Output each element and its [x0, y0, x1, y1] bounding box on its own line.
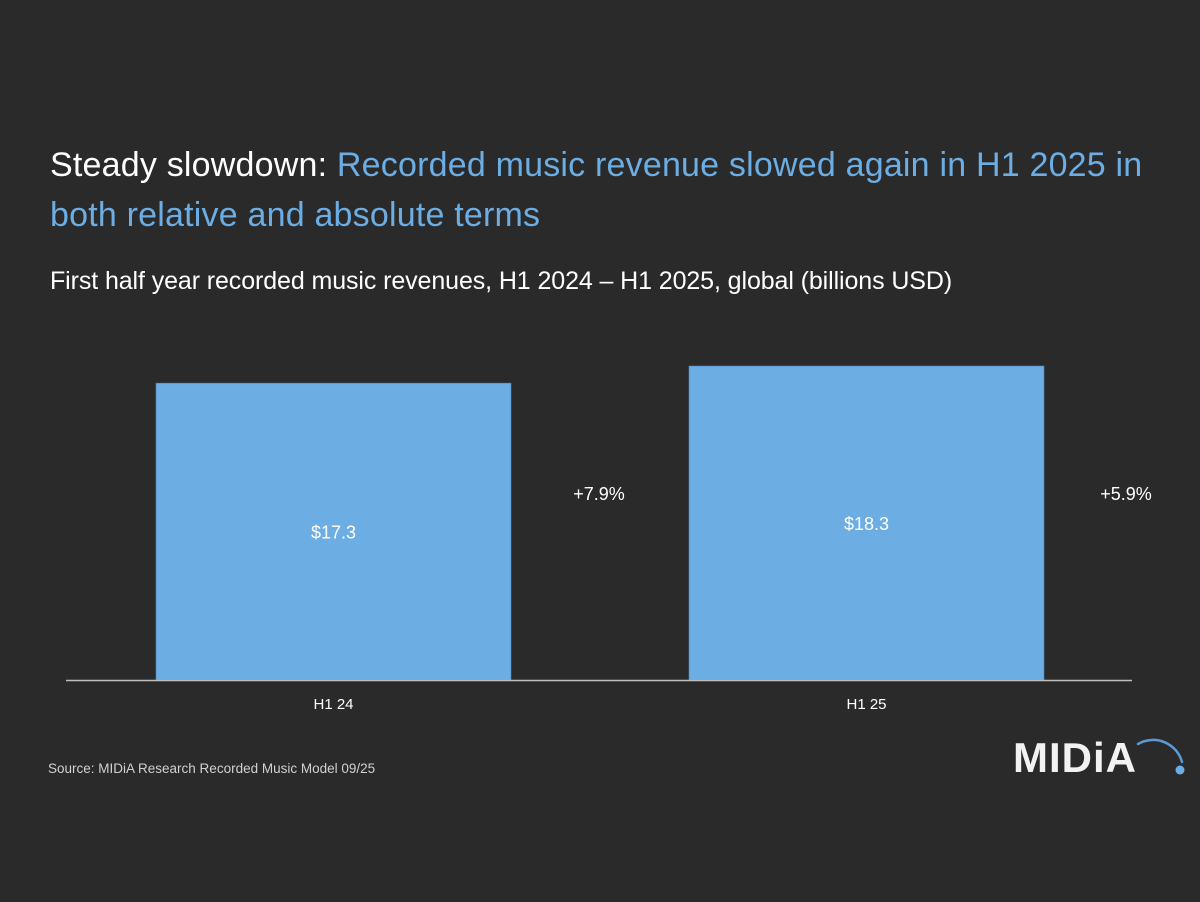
- title-highlight: Recorded music revenue slowed again in H…: [50, 146, 1143, 234]
- bar-h1-25: [688, 365, 1045, 681]
- labels-layer: $17.3 H1 24 +7.9% $18.3 H1 25 +5.9%: [311, 484, 1152, 713]
- growth-label: +5.9%: [1100, 484, 1152, 504]
- bars-layer: [155, 365, 1045, 681]
- chart-subtitle: First half year recorded music revenues,…: [50, 267, 953, 295]
- logo-text: MIDiA: [1013, 734, 1137, 781]
- value-label: $18.3: [844, 514, 889, 534]
- value-label: $17.3: [311, 523, 356, 543]
- x-tick-label: H1 24: [313, 696, 353, 713]
- source-note: Source: MIDiA Research Recorded Music Mo…: [48, 761, 376, 776]
- title-lead: Steady slowdown:: [50, 146, 328, 184]
- growth-label: +7.9%: [573, 484, 625, 504]
- logo-arc-icon: [1136, 738, 1185, 775]
- x-tick-label: H1 25: [846, 696, 886, 713]
- bar-chart: $17.3 H1 24 +7.9% $18.3 H1 25 +5.9%: [66, 365, 1152, 713]
- bar-h1-24: [155, 382, 512, 681]
- chart-title: Steady slowdown: Recorded music revenue …: [50, 140, 1160, 240]
- midia-logo: MIDiA: [1010, 722, 1195, 782]
